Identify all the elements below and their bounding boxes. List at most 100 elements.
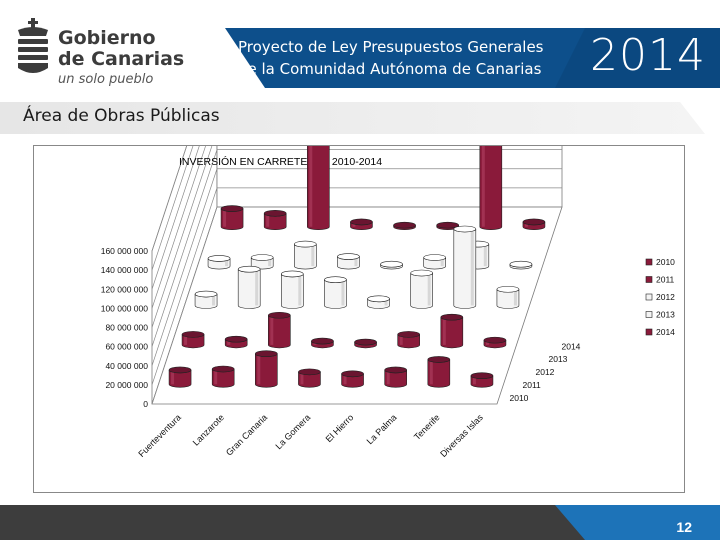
bar bbox=[380, 260, 403, 270]
bar-top bbox=[397, 331, 420, 338]
bar-top bbox=[324, 276, 347, 283]
y-tick-label: 160 000 000 bbox=[101, 246, 149, 256]
banner-title-line2: de la Comunidad Autónoma de Canarias bbox=[238, 60, 542, 78]
legend-label: 2013 bbox=[656, 310, 675, 320]
logo-tagline: un solo pueblo bbox=[58, 72, 154, 87]
bar bbox=[397, 331, 420, 349]
coat-of-arms-icon bbox=[18, 18, 48, 73]
bar-top bbox=[337, 253, 360, 260]
depth-label: 2012 bbox=[536, 367, 555, 377]
banner-title: Proyecto de Ley Presupuestos Generales d… bbox=[238, 36, 544, 80]
y-tick-label: 20 000 000 bbox=[105, 380, 148, 390]
legend-swatch bbox=[645, 276, 653, 283]
bar-top bbox=[496, 285, 520, 293]
bar bbox=[341, 370, 364, 388]
bar-shade bbox=[440, 257, 444, 267]
x-category-label: Tenerife bbox=[412, 412, 442, 442]
gridline bbox=[151, 206, 562, 405]
bar-shade bbox=[212, 294, 216, 306]
y-tick-label: 80 000 000 bbox=[105, 323, 148, 333]
bar-top bbox=[410, 269, 433, 277]
bar-top bbox=[194, 290, 218, 298]
bar-top bbox=[384, 366, 407, 374]
bar-highlight bbox=[343, 373, 347, 385]
bar bbox=[393, 221, 416, 230]
bar-shade bbox=[470, 229, 474, 306]
y-tick-label: 40 000 000 bbox=[105, 361, 148, 371]
bar-highlight bbox=[399, 334, 403, 345]
bar-highlight bbox=[257, 353, 261, 385]
bar bbox=[237, 265, 261, 309]
bar bbox=[220, 205, 244, 230]
depth-label: 2013 bbox=[549, 354, 568, 364]
bar-top bbox=[341, 370, 364, 378]
bar-top bbox=[509, 260, 533, 268]
bar bbox=[311, 337, 334, 349]
bar bbox=[522, 218, 546, 230]
bar bbox=[337, 253, 360, 270]
bar-top bbox=[522, 218, 546, 226]
legend-label: 2011 bbox=[656, 275, 675, 285]
bar-highlight bbox=[270, 315, 274, 345]
bar-highlight bbox=[171, 369, 175, 385]
bar-shade bbox=[341, 279, 345, 306]
bar bbox=[440, 313, 464, 349]
gridline bbox=[151, 149, 562, 347]
bar bbox=[168, 366, 192, 388]
bar-highlight bbox=[223, 208, 227, 227]
bar-top bbox=[211, 365, 235, 373]
bar bbox=[479, 117, 503, 230]
bar-shade bbox=[298, 273, 302, 306]
x-category-label: Lanzarote bbox=[191, 412, 226, 447]
bar-shade bbox=[384, 298, 388, 306]
bar-highlight bbox=[184, 334, 188, 345]
bar-top bbox=[311, 337, 334, 345]
bar bbox=[483, 336, 507, 349]
bar-top bbox=[255, 350, 278, 357]
bar bbox=[211, 365, 235, 388]
bar-highlight bbox=[472, 375, 476, 385]
legend-swatch bbox=[645, 328, 653, 336]
bar bbox=[410, 269, 433, 309]
x-category-label: El Hierro bbox=[324, 412, 356, 444]
depth-label: 2014 bbox=[562, 341, 581, 351]
bar bbox=[367, 295, 390, 309]
bar-highlight bbox=[309, 127, 313, 227]
bar bbox=[298, 368, 321, 388]
area-title: Área de Obras Públicas bbox=[23, 106, 220, 126]
bar-top bbox=[237, 265, 261, 273]
bar-top bbox=[483, 336, 507, 344]
bar-highlight bbox=[442, 317, 446, 345]
bar bbox=[509, 260, 533, 270]
page-number: 12 bbox=[676, 519, 692, 535]
bar bbox=[307, 123, 330, 230]
area-bar bbox=[0, 102, 705, 134]
bar bbox=[436, 221, 459, 230]
bar bbox=[470, 372, 494, 388]
y-tick-label: 140 000 000 bbox=[101, 265, 149, 275]
banner-title-line1: Proyecto de Ley Presupuestos Generales bbox=[238, 38, 544, 56]
x-category-label: Fuerteventura bbox=[136, 412, 183, 459]
x-category-label: Gran Canaria bbox=[224, 412, 269, 457]
bar-top bbox=[350, 218, 373, 226]
bar bbox=[324, 276, 347, 309]
logo-line1: Gobierno bbox=[58, 27, 156, 49]
bar-highlight bbox=[266, 213, 270, 227]
bar bbox=[496, 285, 520, 309]
depth-label: 2010 bbox=[510, 393, 529, 403]
bar-shade bbox=[225, 258, 229, 267]
bar-top bbox=[281, 270, 304, 278]
bar-top bbox=[427, 356, 451, 363]
bar-top bbox=[423, 254, 446, 261]
legend-swatch bbox=[645, 311, 653, 318]
bar-top bbox=[168, 366, 192, 374]
gridline bbox=[151, 168, 562, 366]
y-tick-label: 120 000 000 bbox=[101, 284, 149, 294]
bar bbox=[427, 356, 451, 388]
chart-frame: 0 20 000 000 40 000 000 60 000 000 80 000 00… bbox=[33, 53, 685, 493]
bar bbox=[281, 270, 304, 309]
header: Gobierno de Canarias un solo pueblo Proy… bbox=[0, 0, 720, 100]
bar bbox=[354, 338, 377, 349]
bar-top bbox=[380, 260, 403, 268]
bar-shade bbox=[354, 256, 358, 267]
